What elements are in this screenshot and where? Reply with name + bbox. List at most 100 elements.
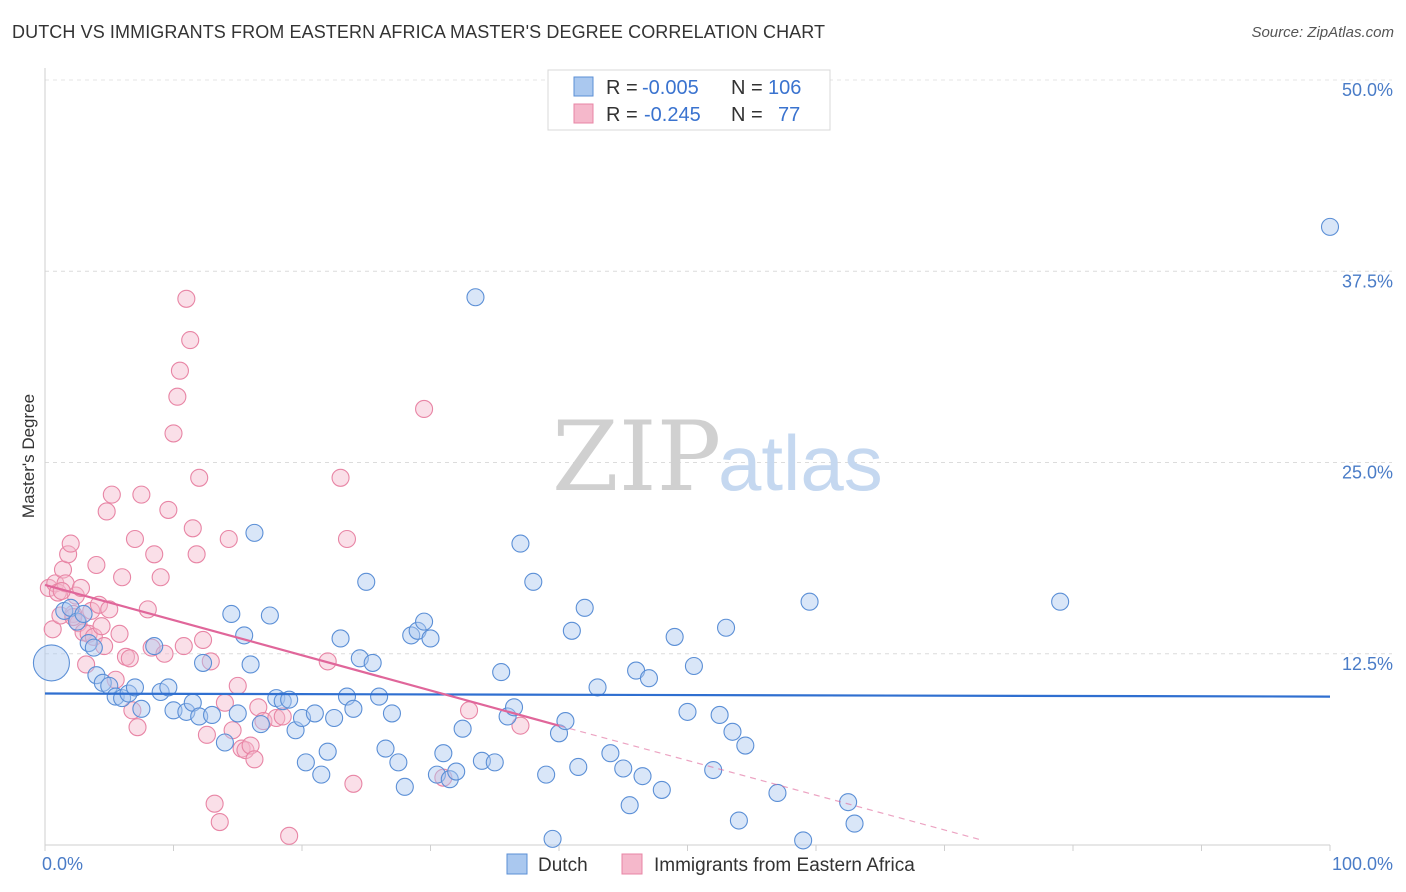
dutch-point (296, 753, 315, 772)
legend-n-label-ea: N = (731, 104, 763, 126)
dutch-point (132, 699, 151, 718)
dutch-point (318, 742, 337, 761)
legend-r-label-dutch: R = (606, 77, 638, 99)
y-tick-label-0: 12.5% (1342, 654, 1393, 674)
dutch-point (415, 612, 434, 631)
ea-point (415, 399, 434, 419)
dutch-point (569, 757, 588, 777)
ea-point (201, 652, 220, 671)
dutch-point (633, 767, 652, 786)
ea-point (100, 600, 119, 619)
dutch-point (260, 606, 279, 625)
dutch-point (241, 655, 260, 674)
dutch-point (251, 715, 270, 734)
ea-point (197, 725, 216, 744)
dutch-point (1051, 592, 1070, 611)
dutch-point (273, 692, 292, 711)
dutch-point (305, 704, 324, 723)
bottom-legend: Dutch Immigrants from Eastern Africa (506, 853, 915, 876)
ea-point (151, 568, 170, 587)
dutch-point (1320, 217, 1340, 236)
ea-point (219, 529, 238, 549)
ea-point (155, 644, 174, 663)
ea-point (123, 701, 142, 720)
ea-trend-line (44, 583, 560, 727)
dutch-point (376, 739, 395, 758)
trend-lines (44, 583, 1331, 841)
dutch-point (344, 699, 363, 718)
ea-point (43, 620, 62, 639)
ea-point (113, 568, 132, 587)
dutch-point (87, 666, 106, 685)
dutch-point (84, 638, 103, 657)
grid-lines (45, 79, 1392, 655)
ea-point (190, 468, 209, 487)
ea-point (210, 812, 229, 832)
dutch-point (543, 829, 562, 848)
dutch-point (215, 733, 234, 752)
dutch-trend-line (44, 692, 1331, 698)
legend-r-value-dutch: -0.005 (642, 77, 699, 99)
source-label: Source: ZipAtlas.com (1251, 24, 1394, 41)
ea-point (110, 624, 129, 643)
legend-r-label-ea: R = (606, 104, 638, 126)
dutch-point (222, 604, 241, 624)
ea-point (245, 750, 264, 769)
ea-point (273, 707, 292, 726)
dutch-point (370, 687, 389, 706)
eastern-africa-points (39, 289, 530, 845)
ea-point (87, 555, 106, 575)
dutch-point (440, 770, 459, 789)
watermark-atlas: atlas (718, 419, 883, 507)
ea-point (159, 500, 178, 519)
bottom-legend-label-dutch: Dutch (538, 855, 588, 876)
dutch-points (32, 217, 1340, 850)
ea-point (128, 718, 147, 737)
ea-point (102, 485, 121, 504)
dutch-point (839, 793, 858, 812)
ea-point (59, 545, 78, 564)
ea-point (331, 468, 350, 487)
ea-point (183, 519, 202, 538)
watermark-zip: ZIP (552, 401, 721, 513)
dutch-point (524, 572, 543, 591)
bottom-legend-swatch-dutch (506, 853, 528, 875)
dutch-point (537, 765, 556, 784)
dutch-point (159, 678, 178, 697)
bottom-legend-swatch-ea (621, 853, 643, 875)
legend-n-label-dutch: N = (731, 77, 763, 99)
dutch-point (453, 719, 472, 738)
dutch-point (280, 690, 299, 709)
dutch-point (203, 705, 222, 725)
dutch-point (421, 629, 440, 648)
dutch-point (145, 637, 164, 656)
ea-point (174, 637, 193, 656)
watermark: ZIP atlas (552, 401, 883, 513)
dutch-point (556, 712, 575, 731)
dutch-point (794, 831, 813, 850)
ea-point (164, 424, 183, 443)
ea-point (267, 708, 286, 728)
x-tick-label-0: 0.0% (42, 854, 83, 874)
dutch-point (768, 783, 787, 803)
dutch-point (736, 736, 755, 755)
ea-point (241, 736, 260, 755)
dutch-point (678, 702, 697, 721)
dutch-point (492, 663, 511, 682)
dutch-point (466, 288, 485, 307)
ea-point (97, 502, 116, 521)
ea-point (125, 529, 144, 549)
dutch-point (710, 705, 729, 725)
ea-point (71, 578, 91, 598)
ea-trend-extension (558, 725, 984, 841)
dutch-point (357, 572, 376, 591)
dutch-point (245, 523, 264, 542)
dutch-point (684, 656, 703, 676)
dutch-point (845, 814, 864, 833)
y-tick-label-1: 25.0% (1342, 463, 1393, 483)
ea-point (181, 331, 200, 350)
dutch-point (125, 678, 144, 697)
dutch-point (228, 704, 247, 723)
dutch-point (562, 621, 581, 640)
